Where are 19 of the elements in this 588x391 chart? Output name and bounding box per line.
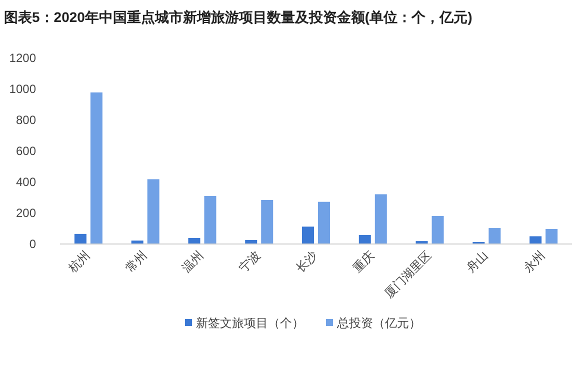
ytick: 0: [29, 237, 36, 251]
ytick: 1200: [9, 51, 36, 65]
xtick: 宁波: [236, 248, 264, 276]
xtick: 舟山: [464, 248, 491, 276]
xtick: 永州: [520, 248, 548, 276]
ytick: 800: [16, 113, 36, 127]
ytick: 400: [16, 175, 36, 189]
xtick: 温州: [179, 248, 206, 276]
xtick: 杭州: [66, 248, 93, 276]
xtick: 长沙: [293, 248, 320, 276]
ytick: 600: [16, 144, 36, 158]
ytick: 1000: [9, 82, 36, 96]
legend-label: 新签文旅项目（个）: [196, 316, 304, 330]
ytick: 200: [16, 206, 36, 220]
xtick: 常州: [122, 248, 150, 276]
xtick: 重庆: [350, 248, 377, 276]
xtick: 厦门湖里区: [382, 248, 434, 301]
chart-title: 图表5：2020年中国重点城市新增旅游项目数量及投资金额(单位：个，亿元): [4, 9, 472, 25]
legend-label: 总投资（亿元）: [336, 316, 421, 330]
